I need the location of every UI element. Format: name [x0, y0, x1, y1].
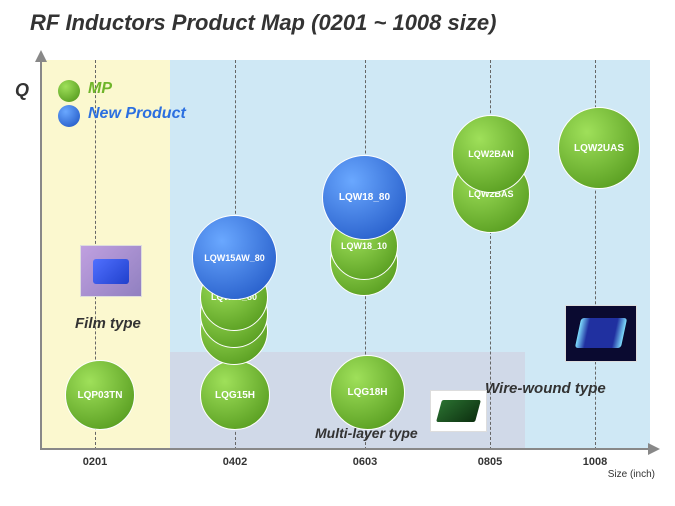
product-bubble: LQP03TN	[65, 360, 135, 430]
product-bubble: LQW18_80	[322, 155, 407, 240]
legend-mp-label: MP	[88, 80, 112, 98]
chart-title: RF Inductors Product Map (0201 ~ 1008 si…	[30, 10, 496, 36]
x-axis-label: Size (inch)	[608, 469, 655, 480]
tick-label: 0805	[465, 456, 515, 468]
legend-new-label: New Product	[88, 105, 186, 123]
x-axis	[40, 448, 650, 450]
product-bubble: LQW15AW_80	[192, 215, 277, 300]
film-region-label: Film type	[75, 315, 141, 332]
product-bubble: LQG15H	[200, 360, 270, 430]
x-axis-arrow	[648, 443, 660, 455]
tick-label: 0402	[210, 456, 260, 468]
product-bubble: LQG18H	[330, 355, 405, 430]
legend-new-dot	[58, 105, 80, 127]
tick-label: 1008	[570, 456, 620, 468]
multi-chip-photo	[430, 390, 487, 432]
wire-region-label: Wire-wound type	[485, 380, 606, 397]
legend-mp-dot	[58, 80, 80, 102]
wire-chip-photo	[565, 305, 637, 362]
film-chip-photo	[80, 245, 142, 297]
tick-label: 0603	[340, 456, 390, 468]
product-map-container: RF Inductors Product Map (0201 ~ 1008 si…	[0, 0, 675, 506]
y-axis-arrow	[35, 50, 47, 62]
y-axis-label: Q	[15, 80, 29, 101]
chart-area: Q MP New Product Film type Multi-layer t…	[40, 60, 650, 450]
y-axis	[40, 60, 42, 450]
tick-label: 0201	[70, 456, 120, 468]
product-bubble: LQW2BAN	[452, 115, 530, 193]
product-bubble: LQW2UAS	[558, 107, 640, 189]
